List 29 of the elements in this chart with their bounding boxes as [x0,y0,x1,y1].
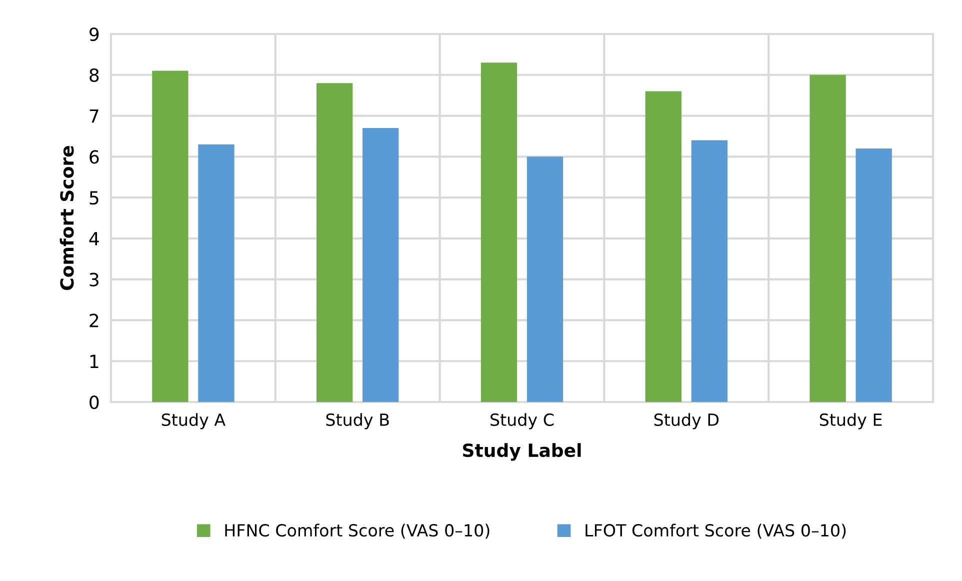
bar [810,74,846,402]
x-tick-label: Study E [820,413,882,430]
y-tick-label: 0 [90,395,99,410]
bar [691,140,728,402]
y-axis-title: Comfort Score [60,146,74,290]
legend-label: HFNC Comfort Score (VAS 0–10) [225,524,490,539]
y-tick-label: 6 [90,150,99,164]
y-tick-label: 8 [90,68,99,82]
y-tick-label: 4 [89,232,99,246]
bar [152,70,188,402]
bar [362,128,399,402]
x-tick-label: Study C [490,413,554,430]
y-tick-label: 7 [90,109,98,123]
bar [316,83,353,402]
y-tick-label: 2 [90,314,98,328]
bar [198,144,234,402]
y-tick-label: 9 [90,27,99,42]
bar [480,62,518,402]
y-tick-label: 3 [90,272,98,286]
y-tick-label: 1 [90,354,98,368]
x-tick-label: Study B [326,413,389,430]
bar [526,156,564,402]
x-tick-label: Study D [654,413,719,430]
y-tick-label: 5 [90,191,98,205]
x-tick-label: Study A [162,413,226,430]
bar [645,91,682,402]
x-axis-title: Study Label [463,443,581,461]
legend-label: LFOT Comfort Score (VAS 0–10) [586,524,846,539]
bar [856,148,892,402]
